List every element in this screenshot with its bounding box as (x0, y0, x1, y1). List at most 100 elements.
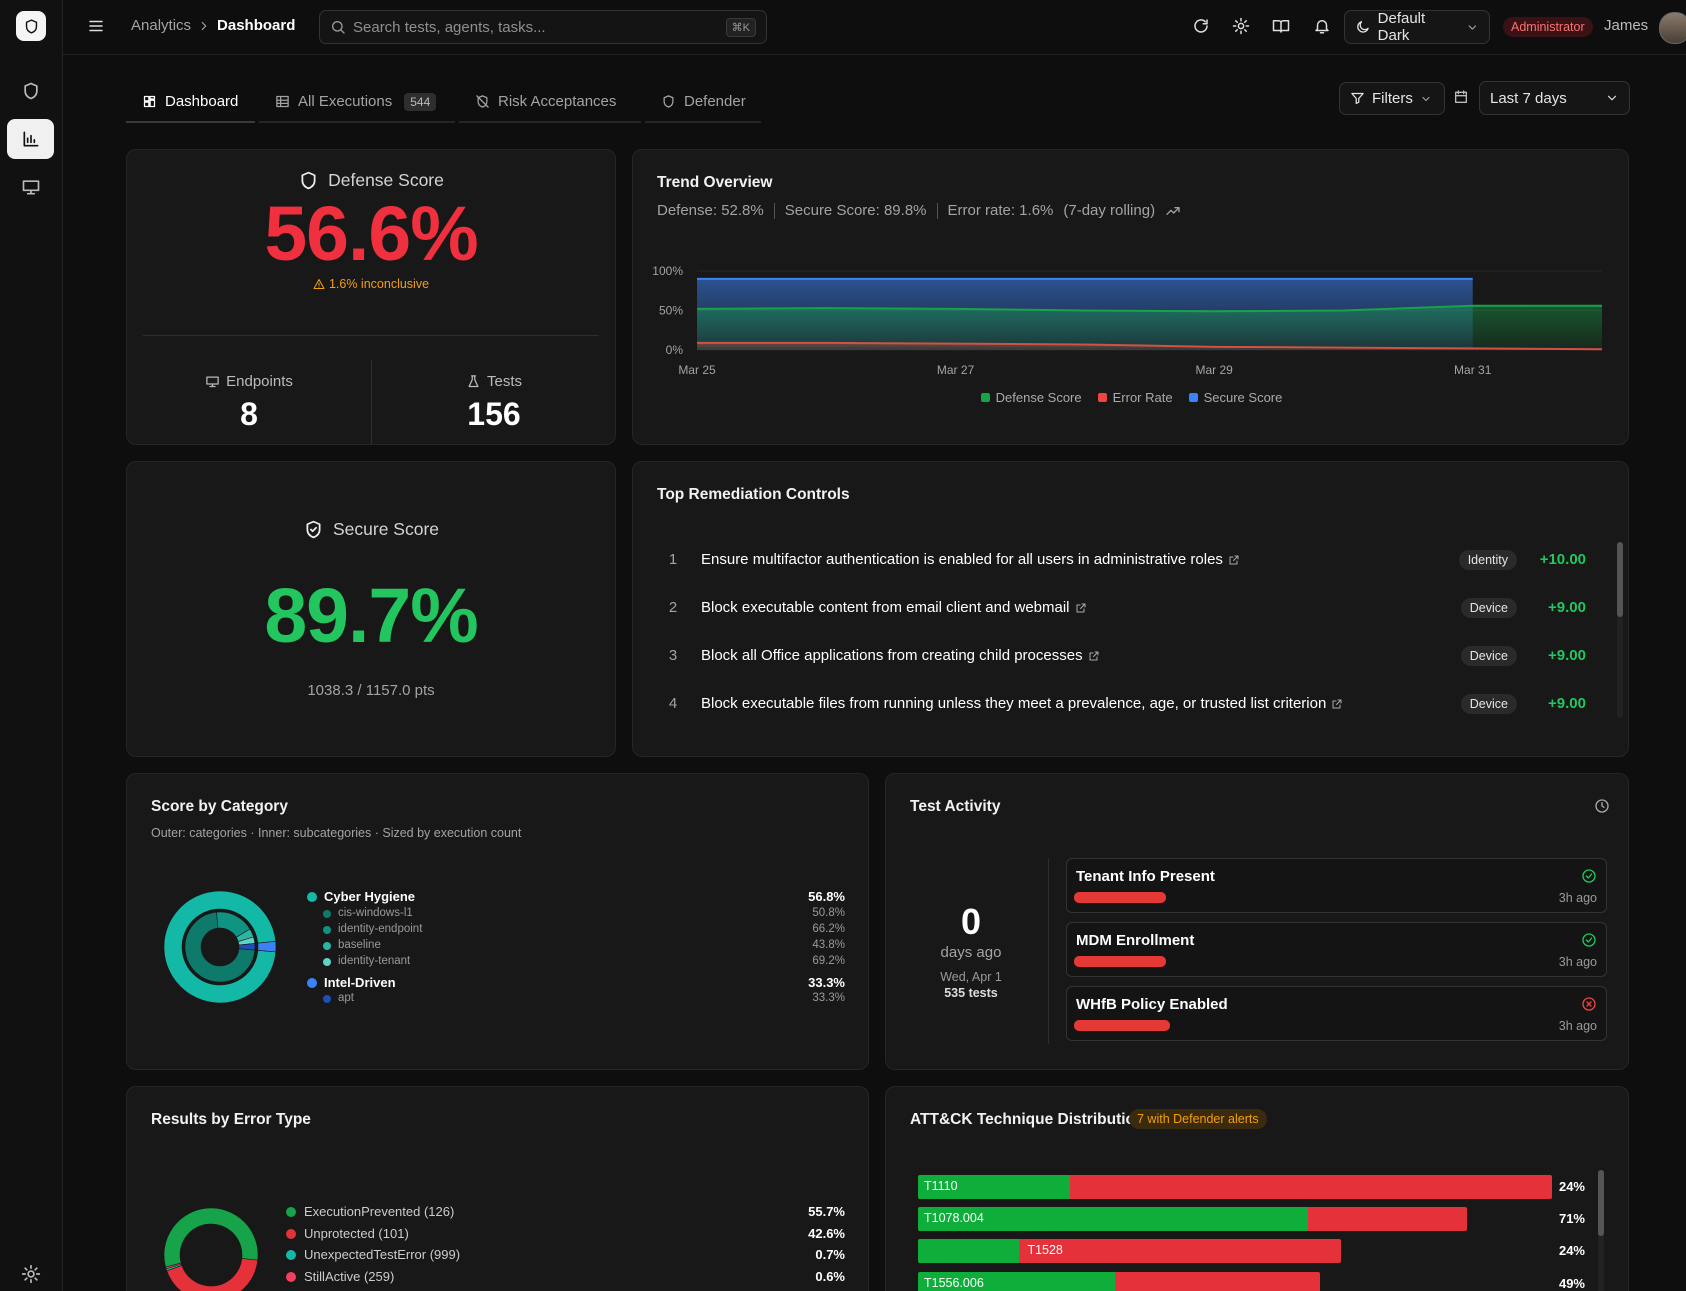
bar-fail[interactable] (1019, 1239, 1341, 1264)
activity-item[interactable]: MDM Enrollment 3h ago (1066, 922, 1607, 977)
subcategory-score: 66.2% (812, 922, 845, 935)
shortcut: ⌘K (725, 17, 756, 37)
secure-score-card: Secure Score 89.7% 1038.3 / 1157.0 pts (126, 461, 616, 757)
tab[interactable]: All Executions 544 (259, 82, 455, 123)
defender-badge: 7 with Defender alerts (1129, 1109, 1267, 1129)
logo[interactable] (16, 11, 46, 41)
menu-button[interactable] (87, 17, 105, 40)
x-tick-label: Mar 25 (678, 363, 716, 377)
filters-button[interactable]: Filters (1339, 82, 1445, 115)
tab[interactable]: Risk Acceptances (459, 82, 641, 123)
legend-dot (286, 1228, 296, 1239)
remediation-row[interactable]: 3 Block all Office applications from crea… (633, 644, 1628, 668)
bar-fail[interactable] (1070, 1175, 1552, 1199)
activity-item[interactable]: Tenant Info Present 3h ago (1066, 858, 1607, 913)
activity-name: MDM Enrollment (1076, 932, 1195, 949)
tab[interactable]: Dashboard (126, 82, 255, 123)
nav-shield[interactable] (21, 81, 41, 106)
remediation-row[interactable]: 1 Ensure multifactor authentication is en… (633, 548, 1628, 572)
breadcrumb-link[interactable]: Analytics (131, 17, 192, 34)
sunburst-chart (163, 890, 277, 1004)
nav-endpoints[interactable] (21, 177, 41, 202)
bar-pass[interactable] (918, 1239, 1020, 1264)
legend-item[interactable]: Error Rate (1097, 390, 1173, 405)
notifications-button[interactable] (1313, 17, 1331, 40)
icon-path (313, 279, 325, 289)
icon-path (332, 21, 345, 34)
icon-path (1194, 19, 1208, 33)
donut-slice (163, 1207, 259, 1268)
icon (1165, 203, 1181, 219)
value-label: 49% (1558, 1275, 1585, 1291)
trend-stat: Secure Score: 89.8% (784, 202, 927, 219)
range-select[interactable]: Last 7 days (1479, 81, 1630, 115)
scrollbar-thumb[interactable] (1617, 542, 1623, 617)
icon-graphic (1351, 92, 1364, 105)
icon-path (1272, 20, 1290, 33)
bar-pass[interactable] (918, 1271, 1115, 1291)
history-button[interactable] (1594, 798, 1610, 819)
icon (313, 278, 325, 290)
control-title: Block executable content from email clie… (701, 599, 1070, 616)
icon-path (206, 376, 219, 388)
icon (1466, 21, 1479, 34)
bar-pass[interactable] (918, 1207, 1309, 1232)
icon-graphic (1232, 17, 1250, 35)
icon-graphic (143, 95, 156, 108)
bar-fail[interactable] (1114, 1271, 1320, 1291)
subcategory-name: apt (338, 992, 354, 1005)
icon-path (1166, 206, 1180, 215)
legend-swatch (1097, 393, 1107, 402)
subcategory-score: 43.8% (812, 939, 845, 952)
breadcrumb-current: Dashboard (217, 17, 296, 34)
legend-swatch (980, 393, 990, 402)
remediation-row[interactable]: 4 Block executable files from running unl… (633, 692, 1628, 716)
icon-graphic (1089, 651, 1099, 660)
bar-pass[interactable] (918, 1175, 1071, 1199)
bar-fail[interactable] (1308, 1207, 1468, 1232)
search-box[interactable]: Search tests, agents, tasks... ⌘K (319, 10, 767, 44)
area (697, 305, 1602, 350)
sidebar (0, 0, 63, 1291)
icon-path (1422, 96, 1430, 101)
card-title: Trend Overview (657, 174, 773, 191)
icon-path (22, 180, 40, 195)
settings-button[interactable] (1232, 17, 1250, 40)
value-label: 71% (1558, 1211, 1585, 1227)
role-badge: Administrator (1503, 17, 1593, 37)
rank: 2 (668, 599, 678, 616)
trend-chart: 0% 50% 100% Mar 25 Mar 27 Mar 29 Mar 31 (652, 264, 1603, 377)
icon (1453, 89, 1469, 105)
nav-analytics[interactable] (7, 119, 54, 159)
icon (1350, 91, 1365, 106)
divider (143, 335, 599, 336)
subcategory-name: identity-endpoint (338, 922, 423, 935)
endpoints-value: 8 (240, 396, 258, 432)
icon-path (1229, 555, 1239, 564)
tab[interactable]: Defender (645, 82, 761, 123)
control-title: Ensure multifactor authentication is ena… (701, 551, 1223, 568)
filters-label: Filters (1372, 90, 1413, 107)
user-name[interactable]: James (1604, 17, 1649, 34)
activity-card: Test Activity 0 days ago Wed, Apr 1 535 … (885, 773, 1629, 1070)
nav-settings[interactable] (21, 1264, 41, 1289)
icon-path (25, 18, 37, 34)
icon-path (1607, 95, 1617, 101)
docs-button[interactable] (1272, 17, 1290, 40)
donut-chart (163, 1207, 259, 1291)
legend-item[interactable]: Secure Score (1188, 390, 1282, 405)
separator (773, 202, 775, 219)
control-title-row: Ensure multifactor authentication is ena… (701, 551, 1240, 568)
icon-graphic (1595, 799, 1609, 813)
remediation-row[interactable]: 2 Block executable content from email cli… (633, 596, 1628, 620)
legend-swatch (1188, 393, 1198, 402)
activity-tests: 535 tests (944, 986, 998, 1000)
refresh-button[interactable] (1192, 17, 1210, 40)
activity-item[interactable]: WHfB Policy Enabled 3h ago (1066, 986, 1607, 1041)
legend-item[interactable]: Defense Score (980, 390, 1082, 405)
avatar[interactable] (1659, 12, 1686, 44)
theme-select[interactable]: Default Dark (1344, 10, 1490, 44)
icon-graphic (313, 279, 325, 289)
icon-graphic (1468, 24, 1477, 30)
scrollbar-thumb[interactable] (1598, 1170, 1604, 1236)
